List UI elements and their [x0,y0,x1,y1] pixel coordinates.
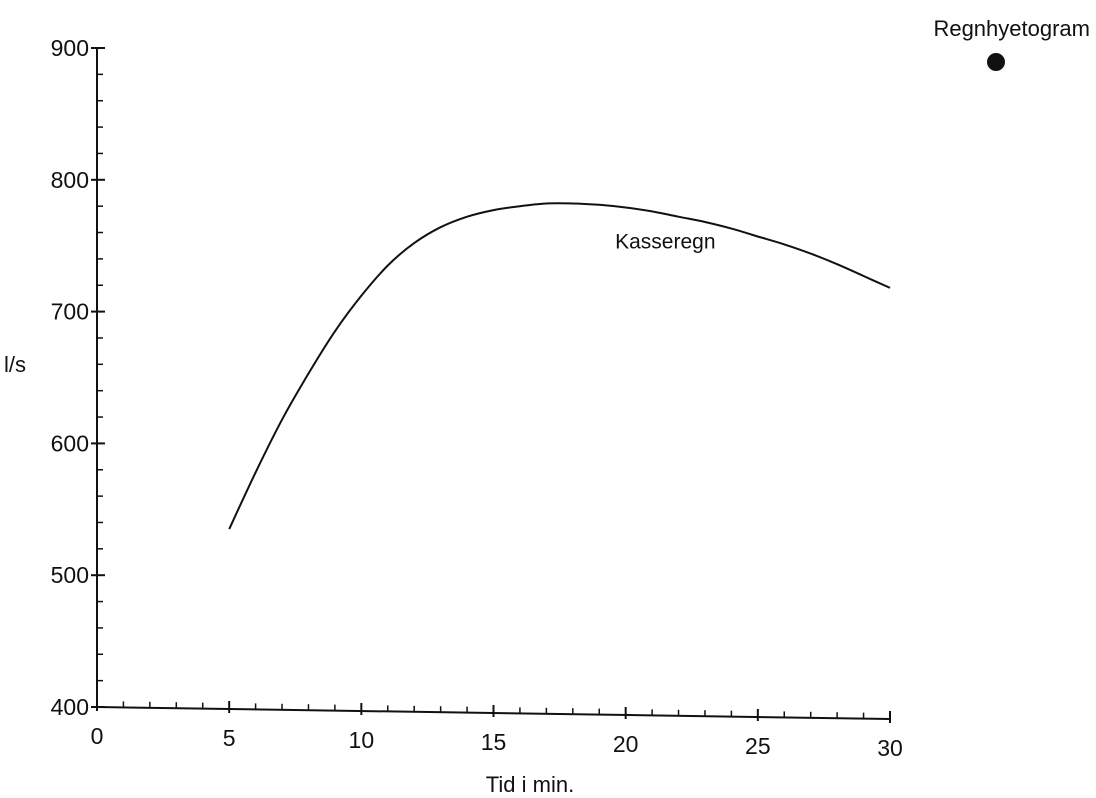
x-tick-label: 20 [613,731,639,757]
y-tick-label: 800 [51,167,89,193]
y-tick-label: 500 [51,562,89,588]
x-axis-title: Tid i min. [486,772,574,797]
y-tick-label: 900 [51,35,89,61]
x-tick-label: 15 [481,729,507,755]
x-tick-label: 30 [877,735,903,761]
x-axis-ticks: 0 5 10 15 20 25 30 [91,699,903,761]
annotation-layer: Kasseregn [615,230,715,253]
y-tick-label: 700 [51,299,89,325]
y-tick-label: 400 [51,694,89,720]
series-line-kasseregn [228,202,891,530]
y-axis-title: l/s [4,352,26,377]
x-tick-label: 10 [349,727,375,753]
series-layer [228,202,891,530]
legend-marker [987,53,1005,71]
series-annotation-label: Kasseregn [615,230,715,253]
x-tick-label: 25 [745,733,771,759]
x-tick-label: 0 [91,723,104,749]
legend-label: Regnhyetogram [933,16,1090,41]
legend: Regnhyetogram [933,16,1090,71]
x-tick-label: 5 [223,725,236,751]
y-axis-ticks: 400 500 600 700 800 900 [51,35,105,720]
y-tick-label: 600 [51,430,89,456]
